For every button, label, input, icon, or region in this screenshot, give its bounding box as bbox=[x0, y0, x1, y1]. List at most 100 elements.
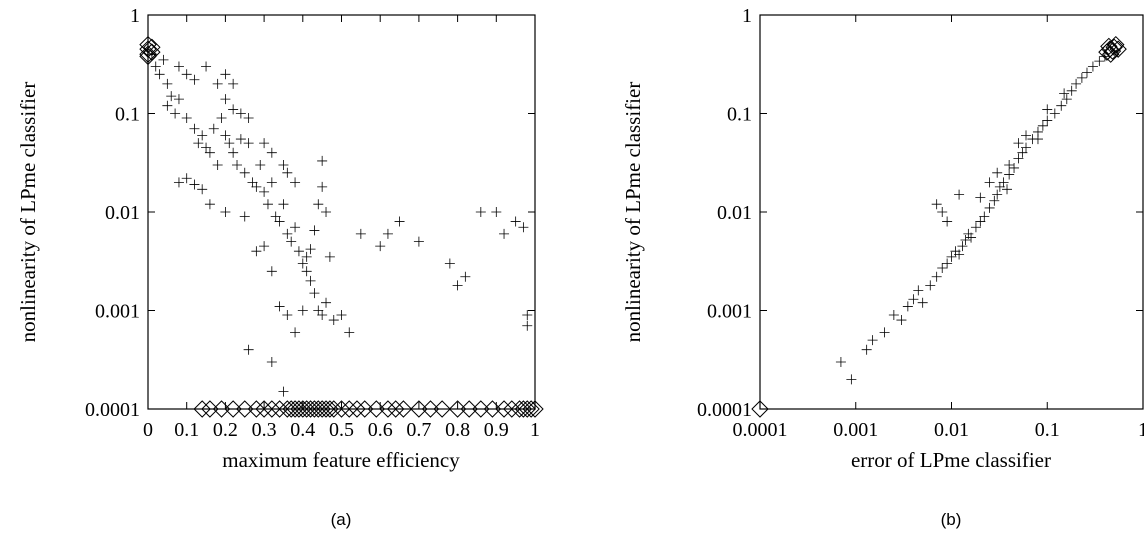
data-point bbox=[394, 216, 405, 227]
data-point bbox=[266, 266, 277, 277]
data-point bbox=[150, 61, 161, 72]
x-tick-label: 0.6 bbox=[368, 419, 393, 441]
data-point bbox=[313, 305, 324, 316]
data-point bbox=[243, 113, 254, 124]
data-point bbox=[259, 138, 270, 149]
x-ticks-b: 0.0001 0.001 0.01 0.1 1 bbox=[733, 15, 1144, 441]
data-point bbox=[266, 147, 277, 158]
data-point bbox=[1042, 104, 1053, 115]
x-tick-label: 1 bbox=[530, 419, 540, 441]
x-tick-label: 0.5 bbox=[329, 419, 354, 441]
y-tick-label: 0.01 bbox=[105, 202, 140, 224]
data-point bbox=[301, 266, 312, 277]
panel-a: 0 0.1 0.2 0.3 0.4 0.5 0.6 0.7 0.8 0.9 1 0.00010.00… bbox=[16, 5, 544, 529]
data-point bbox=[317, 181, 328, 192]
data-point bbox=[518, 222, 529, 233]
data-point bbox=[193, 400, 211, 418]
y-tick-label: 0.01 bbox=[717, 202, 752, 224]
data-point bbox=[491, 207, 502, 217]
data-point bbox=[162, 78, 173, 89]
data-point bbox=[313, 400, 331, 418]
y-axis-label-b: nonlinearity of LPme classifier bbox=[621, 82, 645, 343]
data-point bbox=[189, 123, 200, 134]
data-point bbox=[375, 241, 386, 252]
data-point bbox=[181, 69, 192, 80]
data-point bbox=[472, 400, 490, 418]
data-point bbox=[170, 108, 181, 119]
plot-frame-b bbox=[759, 14, 1144, 410]
y-tick-label: 0.001 bbox=[95, 301, 140, 323]
y-tick-label: 1 bbox=[130, 5, 140, 27]
data-point bbox=[173, 61, 184, 72]
data-point bbox=[913, 285, 924, 296]
data-point bbox=[931, 271, 942, 282]
data-point bbox=[348, 400, 366, 418]
data-point bbox=[421, 400, 440, 418]
data-point bbox=[510, 216, 521, 227]
x-tick-label: 0 bbox=[143, 419, 153, 441]
data-point bbox=[154, 69, 165, 80]
data-point bbox=[1102, 45, 1120, 63]
data-point bbox=[313, 199, 324, 210]
data-point bbox=[143, 38, 161, 57]
data-point bbox=[216, 113, 227, 124]
y-ticks-b: 0.0001 0.001 0.01 0.1 1 bbox=[697, 5, 1143, 421]
data-point bbox=[270, 211, 281, 222]
data-point bbox=[448, 400, 467, 418]
data-point bbox=[1004, 160, 1015, 171]
data-point bbox=[243, 138, 254, 149]
data-point bbox=[173, 177, 184, 188]
data-point bbox=[1081, 67, 1092, 78]
data-point bbox=[201, 61, 212, 72]
data-point bbox=[888, 310, 899, 321]
data-point bbox=[274, 216, 285, 227]
points-b bbox=[751, 35, 1127, 418]
data-point bbox=[239, 167, 250, 178]
data-point bbox=[975, 216, 986, 227]
data-point bbox=[984, 202, 995, 213]
x-tick-label: 0.4 bbox=[290, 419, 315, 441]
data-point bbox=[518, 400, 536, 418]
data-point bbox=[228, 147, 239, 158]
data-point bbox=[309, 288, 320, 299]
data-point bbox=[301, 251, 312, 262]
data-point bbox=[367, 400, 386, 418]
data-point bbox=[1103, 42, 1122, 60]
data-point bbox=[146, 49, 157, 60]
data-point bbox=[902, 301, 913, 312]
data-point bbox=[526, 400, 544, 418]
data-point bbox=[232, 160, 243, 171]
data-point bbox=[1076, 72, 1087, 83]
data-point bbox=[255, 160, 266, 171]
data-point bbox=[1094, 56, 1105, 67]
data-point bbox=[282, 167, 293, 178]
data-point bbox=[317, 310, 328, 321]
data-point bbox=[499, 228, 510, 239]
data-point bbox=[143, 43, 161, 61]
data-point bbox=[522, 320, 533, 331]
data-point bbox=[321, 400, 339, 418]
data-point bbox=[293, 246, 304, 257]
data-point bbox=[181, 113, 192, 124]
data-point bbox=[460, 400, 478, 418]
data-point bbox=[879, 327, 890, 338]
data-point bbox=[297, 305, 308, 316]
x-tick-label: 0.2 bbox=[213, 419, 238, 441]
data-point bbox=[861, 344, 872, 355]
data-point bbox=[305, 244, 316, 255]
data-point bbox=[1021, 130, 1032, 141]
y-tick-label: 0.001 bbox=[707, 301, 752, 323]
data-point bbox=[410, 400, 428, 418]
data-point bbox=[282, 228, 293, 239]
data-point bbox=[1004, 169, 1015, 180]
data-point bbox=[259, 241, 270, 252]
data-point bbox=[452, 280, 463, 291]
data-point bbox=[937, 207, 948, 217]
data-point bbox=[444, 258, 455, 269]
data-point bbox=[297, 258, 308, 269]
data-point bbox=[243, 344, 254, 355]
data-point bbox=[975, 192, 986, 203]
data-point bbox=[1061, 94, 1072, 105]
data-point bbox=[1049, 108, 1060, 119]
